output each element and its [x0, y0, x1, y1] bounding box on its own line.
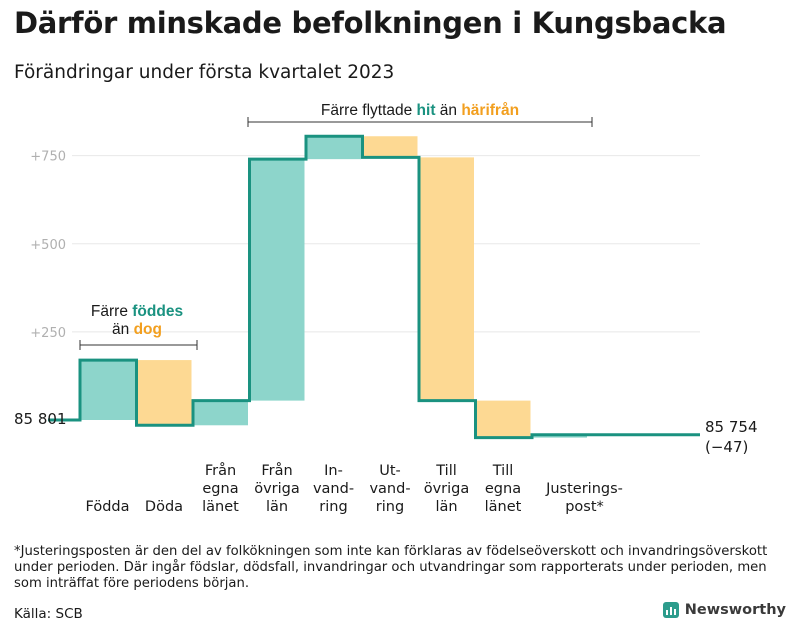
- category-label: ring: [376, 499, 404, 515]
- category-label: Ut-: [379, 463, 401, 479]
- end-value-label: 85 754: [705, 418, 758, 436]
- category-label: Döda: [145, 499, 183, 515]
- page-subtitle: Förändringar under första kvartalet 2023: [14, 62, 395, 83]
- category-label: Till: [435, 463, 457, 479]
- category-label: Födda: [86, 499, 130, 515]
- newsworthy-icon: [662, 602, 679, 618]
- y-tick-label: +500: [30, 238, 66, 253]
- births-annotation-line2: än dog: [112, 321, 162, 338]
- y-tick-label: +250: [30, 326, 66, 341]
- category-label: ring: [319, 499, 347, 515]
- bar-3: [193, 400, 248, 426]
- y-tick-label: +750: [30, 150, 66, 165]
- bar-7: [419, 157, 474, 401]
- category-label: länet: [202, 499, 239, 515]
- category-label: övriga: [254, 481, 300, 497]
- category-label: län: [266, 499, 288, 515]
- source-label: Källa: SCB: [14, 606, 83, 622]
- waterfall-chart: +750 +500 +250 85 801 85 754 (−47) Födda Döda Fr…: [14, 102, 758, 515]
- footnote: *Justeringsposten är den del av folkökni…: [14, 544, 768, 591]
- bar-4: [249, 159, 305, 401]
- category-label: egna: [485, 481, 521, 497]
- category-label: In-: [324, 463, 343, 479]
- brand-logo: Newsworthy: [662, 602, 786, 618]
- end-change-label: (−47): [705, 438, 748, 456]
- category-label: vand-: [369, 481, 410, 497]
- category-label: post*: [565, 499, 604, 515]
- category-label: övriga: [424, 481, 470, 497]
- bar-8: [475, 400, 531, 438]
- category-label: länet: [485, 499, 522, 515]
- category-label: vand-: [313, 481, 354, 497]
- bar-6: [362, 136, 418, 158]
- bar-5: [306, 136, 361, 160]
- brand-name: Newsworthy: [684, 602, 786, 618]
- page-title: Därför minskade befolkningen i Kungsback…: [14, 6, 727, 40]
- category-label: Från: [205, 462, 236, 479]
- bar-2: [136, 360, 192, 426]
- running-total-line: [48, 134, 700, 440]
- category-label: Från: [261, 462, 292, 479]
- bar-1: [80, 360, 135, 420]
- category-label: Till: [492, 463, 514, 479]
- category-label: län: [435, 499, 457, 515]
- category-label: Justerings-: [545, 481, 623, 497]
- births-annotation-line1: Färre föddes: [91, 303, 183, 320]
- category-label: egna: [202, 481, 238, 497]
- start-value-label: 85 801: [14, 410, 67, 428]
- migration-annotation: Färre flyttade hit än härifrån: [321, 102, 519, 119]
